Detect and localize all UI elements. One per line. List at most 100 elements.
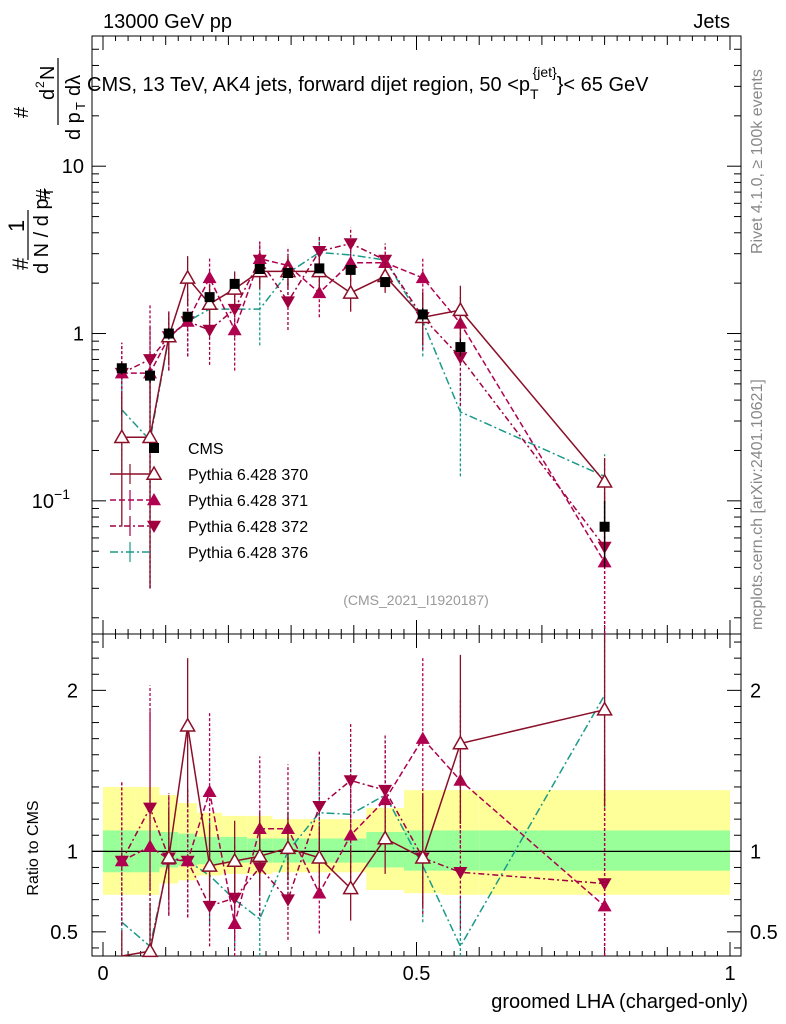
legend-marker-cms [149, 443, 159, 453]
point-p370 [113, 428, 131, 444]
legend-entry-p372: Pythia 6.428 372 [110, 516, 308, 536]
legend-label-cms: CMS [188, 441, 224, 458]
legend-entry-p376: Pythia 6.428 376 [110, 542, 308, 562]
legend-label-p370: Pythia 6.428 370 [188, 467, 308, 484]
svg-text:dλ: dλ [63, 75, 85, 96]
point-p371 [312, 285, 327, 299]
series-p370-main [113, 254, 613, 589]
svg-text:d p: d p [63, 112, 85, 140]
main-title: CMS, 13 TeV, AK4 jets, forward dijet reg… [87, 64, 649, 102]
legend-label-p371: Pythia 6.428 371 [188, 493, 308, 510]
series-line-p370 [121, 708, 605, 957]
ratio-panel: 0 0.5 1 0.5 0.5 1 1 2 2 [50, 633, 778, 985]
svg-text:d: d [37, 89, 59, 100]
svg-text:#: # [11, 106, 33, 118]
point-p370 [279, 839, 297, 855]
ratio-y-tick-label: 1 [67, 841, 78, 863]
ratio-ylabel: Ratio to CMS [25, 800, 42, 895]
series-p371-main [114, 240, 612, 634]
point-cms [417, 309, 428, 320]
svg-text:2: 2 [33, 81, 47, 88]
point-cms [455, 342, 466, 353]
point-p370 [179, 269, 196, 284]
point-cms [380, 277, 391, 288]
header-left-text: 13000 GeV pp [103, 11, 232, 33]
analysis-label: (CMS_2021_I1920187) [343, 592, 489, 608]
ratio-y-tick-label: 0.5 [50, 922, 78, 944]
point-p370 [160, 849, 178, 864]
series-line-p371 [121, 257, 606, 563]
x-tick-label: 1 [724, 963, 735, 985]
point-p370 [414, 849, 432, 864]
series-p370-ratio [121, 634, 613, 958]
ratio-y-tick-label-right: 0.5 [750, 922, 778, 944]
point-p371 [114, 854, 129, 867]
point-p371 [415, 731, 430, 744]
point-p370 [342, 879, 359, 895]
point-p370 [141, 942, 159, 958]
header-right-text: Jets [693, 11, 730, 33]
point-p372 [280, 894, 295, 907]
y-tick-label: 10 [62, 156, 84, 178]
point-p372 [202, 900, 217, 914]
point-cms [163, 328, 174, 339]
series-line-p370 [121, 270, 606, 483]
point-p370 [141, 428, 159, 444]
point-p370 [342, 284, 359, 299]
point-cms [254, 263, 265, 274]
point-p370 [452, 734, 469, 750]
ratio-y-tick-label: 2 [67, 680, 78, 702]
series-cms-main [116, 263, 610, 568]
point-p370 [179, 717, 196, 732]
point-cms [345, 264, 356, 275]
point-p370 [226, 852, 243, 868]
point-p371 [180, 854, 195, 867]
svg-text:d N / d p: d N / d p [31, 198, 53, 274]
point-p370 [452, 301, 469, 317]
svg-text:#: # [33, 188, 55, 200]
rivet-label: Rivet 4.1.0, ≥ 100k events [749, 69, 766, 254]
point-cms [145, 370, 156, 381]
mcplots-label: mcplots.cern.ch [arXiv:2401.10621] [749, 379, 766, 630]
ratio-y-tick-label-right: 1 [750, 841, 761, 863]
main-ylabel: # [33, 188, 55, 200]
point-cms [204, 292, 215, 303]
y-tick-label: 10−1 [32, 486, 70, 513]
point-p371 [415, 270, 430, 284]
point-p371 [143, 839, 158, 852]
point-p372 [343, 238, 358, 251]
point-p371 [227, 322, 242, 336]
y-tick-label: 1 [73, 324, 84, 346]
series-p372-main [114, 227, 612, 634]
legend-entry-cms: CMS [149, 441, 224, 458]
point-p372 [143, 354, 158, 367]
point-p370 [201, 295, 218, 311]
point-p371 [312, 886, 327, 899]
point-p372 [280, 296, 295, 309]
point-p371 [343, 255, 358, 268]
ratio-y-tick-label-right: 2 [750, 680, 761, 702]
point-p370 [596, 701, 613, 716]
point-cms [282, 267, 293, 278]
legend-marker-p371 [147, 493, 161, 506]
point-p371 [343, 828, 358, 841]
point-p370 [201, 857, 218, 872]
point-p371 [597, 899, 612, 912]
svg-text:#: # [8, 257, 33, 270]
svg-text:T: T [41, 188, 56, 196]
point-p371 [202, 784, 217, 798]
x-axis-label: groomed LHA (charged-only) [491, 991, 748, 1013]
point-p372 [453, 867, 468, 880]
point-p372 [312, 801, 327, 814]
point-cms [314, 263, 325, 274]
legend-label-p376: Pythia 6.428 376 [188, 545, 308, 562]
x-tick-label: 0.5 [403, 963, 431, 985]
point-cms [229, 278, 240, 289]
point-p372 [202, 324, 217, 337]
main-ylabel-expanded: # 1 d N / d p T # d 2 N d p T dλ [4, 58, 88, 274]
point-p371 [227, 916, 242, 930]
point-p370 [596, 473, 613, 488]
legend-marker-p372 [147, 520, 161, 533]
point-p370 [251, 847, 269, 863]
